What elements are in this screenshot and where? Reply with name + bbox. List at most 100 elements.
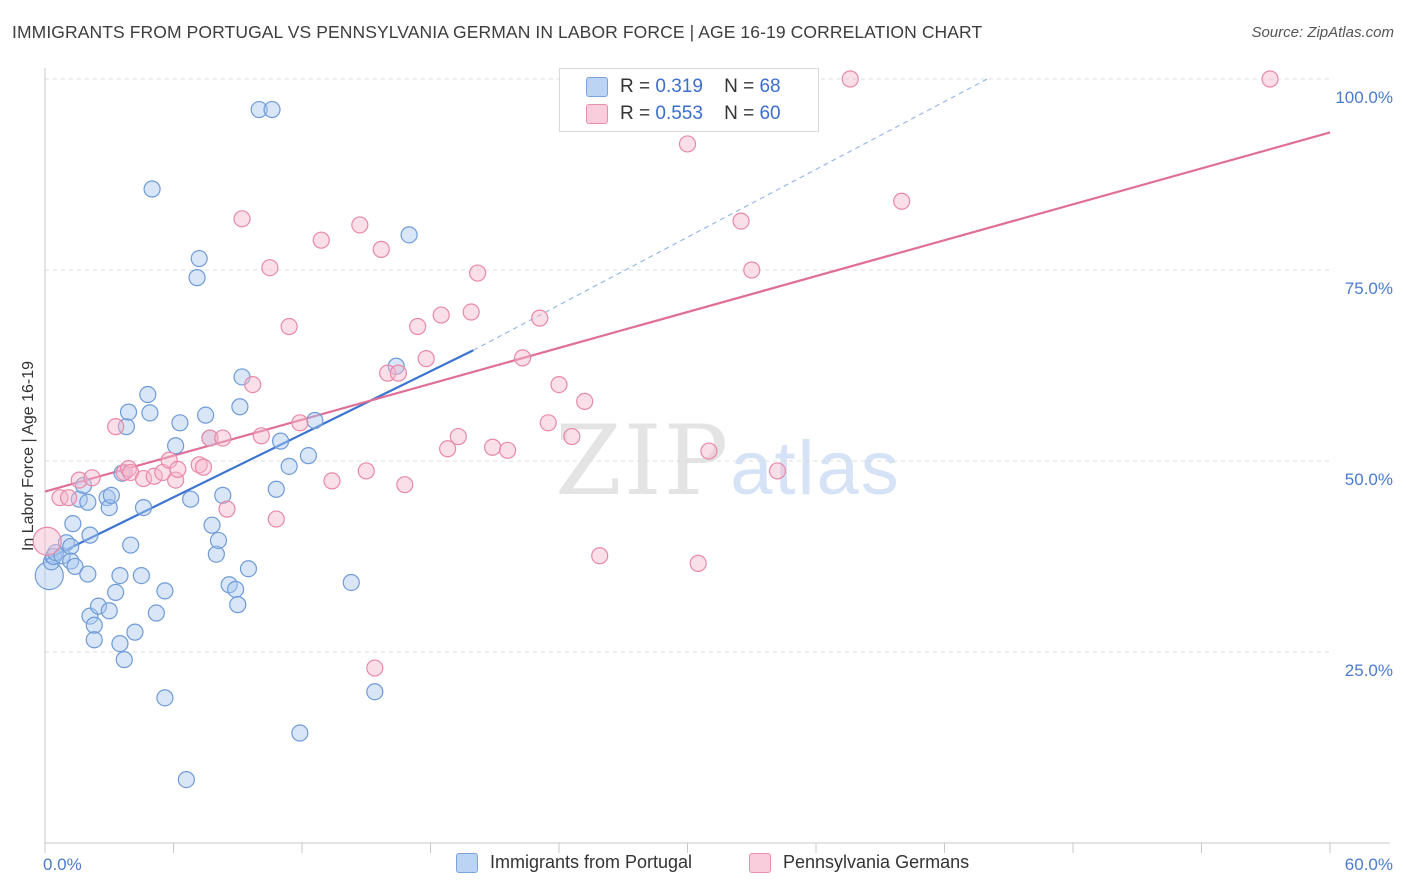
y-axis-label: In Labor Force | Age 16-19: [20, 361, 37, 551]
point-pennsylvania: [678, 135, 697, 153]
point-portugal: [267, 480, 285, 498]
point-pennsylvania: [107, 418, 125, 436]
point-portugal: [209, 531, 228, 550]
point-pennsylvania: [167, 471, 185, 489]
legend-r-label: R =: [620, 103, 651, 124]
point-portugal: [280, 457, 298, 475]
point-pennsylvania: [267, 510, 285, 528]
point-portugal: [177, 770, 195, 789]
point-portugal: [190, 249, 208, 268]
point-portugal: [85, 631, 103, 649]
point-pennsylvania: [576, 392, 594, 411]
point-portugal: [271, 432, 290, 450]
y-tick-label: 25.0%: [1345, 661, 1393, 680]
point-portugal: [119, 403, 138, 421]
legend-swatch-portugal: [456, 852, 478, 873]
point-portugal: [64, 515, 82, 533]
legend-r-value: 0.319: [655, 76, 703, 97]
legend-r-value: 0.553: [655, 103, 703, 124]
point-portugal: [79, 565, 97, 583]
legend-row-portugal: R = 0.319 N = 68: [586, 74, 781, 100]
legend-label-pennsylvania: Pennsylvania Germans: [783, 852, 970, 872]
point-pennsylvania: [261, 259, 279, 277]
source-label: Source: ZipAtlas.com: [1251, 24, 1394, 41]
point-pennsylvania: [743, 261, 761, 279]
point-portugal: [89, 597, 108, 615]
data-points: [32, 70, 1279, 789]
point-portugal: [156, 582, 174, 600]
legend-swatch-portugal: [586, 77, 608, 97]
point-pennsylvania: [409, 317, 427, 336]
point-pennsylvania: [366, 659, 384, 677]
chart-title: IMMIGRANTS FROM PORTUGAL VS PENNSYLVANIA…: [12, 22, 983, 42]
legend-item-pennsylvania: Pennsylvania Germans: [749, 852, 969, 873]
point-portugal: [141, 404, 159, 422]
point-pennsylvania: [59, 489, 78, 507]
point-portugal: [79, 493, 97, 511]
point-pennsylvania: [351, 216, 369, 234]
point-portugal: [197, 406, 215, 424]
point-pennsylvania: [323, 472, 341, 490]
point-portugal: [111, 634, 129, 653]
point-pennsylvania: [280, 317, 298, 336]
point-portugal: [299, 447, 318, 465]
point-portugal: [239, 560, 258, 578]
point-pennsylvania: [591, 547, 609, 565]
point-portugal: [207, 545, 225, 563]
point-pennsylvania: [357, 462, 375, 480]
point-pennsylvania: [312, 231, 330, 249]
legend-item-portugal: Immigrants from Portugal: [456, 852, 692, 873]
point-pennsylvania: [169, 460, 187, 479]
point-portugal: [366, 683, 384, 701]
point-pennsylvania: [291, 414, 309, 432]
axes: [44, 68, 1390, 853]
x-tick-label: 60.0%: [1345, 855, 1393, 874]
point-portugal: [171, 414, 189, 432]
axis-labels: 25.0% 50.0% 75.0% 100.0% 0.0% 60.0% In Labor F…: [20, 88, 1393, 874]
grid-lines: [45, 78, 1330, 653]
point-pennsylvania: [194, 458, 213, 476]
watermark-atlas: atlas: [730, 426, 901, 511]
point-pennsylvania: [563, 427, 581, 446]
legend-swatch-pennsylvania: [749, 852, 771, 873]
correlation-legend: R = 0.319 N = 68 R = 0.553 N = 60: [559, 68, 819, 132]
point-portugal: [231, 398, 249, 416]
point-pennsylvania: [484, 438, 502, 456]
trend-line-portugal: [44, 349, 474, 562]
point-pennsylvania: [768, 462, 787, 480]
point-pennsylvania: [462, 303, 480, 321]
point-pennsylvania: [1261, 70, 1279, 88]
point-portugal: [115, 651, 133, 669]
point-portugal: [126, 623, 144, 641]
point-pennsylvania: [432, 306, 450, 324]
point-portugal: [132, 566, 150, 585]
series-legend: Immigrants from Portugal Pennsylvania Ge…: [0, 852, 1406, 878]
point-portugal: [139, 385, 157, 404]
point-pennsylvania: [732, 212, 750, 230]
trend-extension-portugal: [473, 78, 988, 351]
legend-r-label: R =: [620, 76, 651, 97]
point-pennsylvania: [689, 554, 707, 572]
point-portugal: [263, 100, 281, 119]
point-pennsylvania: [214, 429, 232, 447]
point-portugal: [143, 180, 161, 198]
point-portugal: [102, 486, 120, 504]
legend-label-portugal: Immigrants from Portugal: [490, 852, 693, 872]
point-pennsylvania: [389, 364, 407, 382]
point-pennsylvania: [160, 451, 178, 469]
point-portugal: [62, 537, 80, 556]
point-portugal: [291, 724, 309, 742]
point-pennsylvania: [513, 349, 532, 367]
legend-n-value: 68: [759, 76, 781, 97]
point-pennsylvania: [449, 427, 467, 446]
point-pennsylvania: [469, 264, 487, 282]
y-tick-label: 100.0%: [1335, 88, 1393, 107]
legend-swatch-pennsylvania: [586, 104, 608, 124]
trend-lines: [44, 78, 1331, 562]
point-pennsylvania: [550, 376, 568, 394]
point-portugal: [53, 547, 71, 565]
point-pennsylvania: [893, 192, 911, 210]
point-pennsylvania: [201, 429, 219, 447]
point-portugal: [81, 526, 99, 544]
